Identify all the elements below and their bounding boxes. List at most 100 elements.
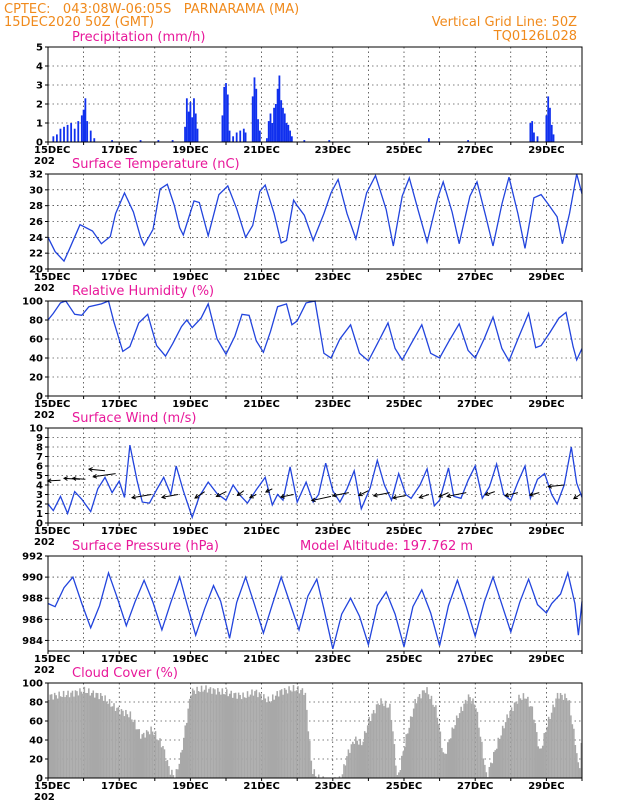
cloud-bar [577, 762, 580, 778]
cloud-bar [562, 699, 565, 778]
cloud-bar [177, 769, 179, 778]
cloud-bar [435, 705, 437, 778]
cloud-bar [579, 768, 581, 778]
wind-vector [131, 494, 152, 500]
x-tick-label: 21DEC [243, 526, 279, 537]
humidity-panel: 0 20 40 60 80 100 15DEC 17DEC 19DEC 21DEC 23DEC 25D… [22, 284, 583, 421]
precip-bar [56, 134, 58, 142]
wind-vector-shaft [47, 479, 61, 482]
wind-title: Surface Wind (m/s) [72, 411, 196, 426]
cloud-bar [99, 693, 102, 778]
cloud-bar [194, 693, 197, 778]
cloud-bar [476, 711, 479, 778]
wind-vector [236, 490, 245, 497]
cloud-bar [242, 692, 244, 778]
y-tick-label: 20 [29, 755, 43, 766]
wind-vector-head [92, 474, 98, 479]
cloud-bar [426, 687, 428, 778]
cloud-bar [80, 691, 83, 778]
cloud-bar [501, 725, 504, 778]
cloud-bar [405, 734, 408, 778]
precip-bar [194, 113, 197, 142]
cloud-bar [123, 716, 126, 778]
cloud-bar [503, 728, 505, 778]
cloud-bar [549, 718, 551, 778]
x-tick-label: 19DEC [172, 272, 208, 283]
cloud-bar [160, 747, 163, 778]
cloud-bar [82, 693, 84, 778]
cloud-bar [315, 776, 317, 778]
cloud-bar [212, 688, 215, 778]
y-tick-label: 3 [36, 81, 43, 92]
cloud-bar [273, 699, 275, 778]
cloud-bar [309, 741, 311, 778]
cloud-bar [199, 692, 201, 778]
precip-bar [184, 126, 186, 142]
cloud-bar [172, 775, 175, 778]
cloud-bar [274, 695, 277, 778]
cloud-bar [297, 686, 299, 778]
y-tick-label: 5 [36, 43, 43, 54]
cloud-bar [226, 689, 228, 778]
cloud-bar [279, 690, 281, 778]
cloud-bar [215, 694, 218, 778]
cloud-bar [310, 760, 313, 778]
humidity-series-line [47, 300, 583, 363]
y-tick-label: 990 [22, 573, 43, 584]
wind-vector-head [504, 492, 510, 498]
precip-bar [549, 107, 551, 142]
precip-bar [280, 100, 283, 142]
y-tick-label: 28 [29, 201, 43, 212]
y-tick-label: 26 [29, 217, 43, 228]
cloud-bar [162, 746, 164, 778]
cloud-bar [286, 693, 289, 778]
wind-vector-head [446, 493, 452, 499]
cloud-bar [86, 693, 89, 778]
cloud-bar [374, 713, 376, 778]
wind-vector [215, 491, 227, 498]
pressure-title: Surface Pressure (hPa) [72, 539, 219, 554]
x-tick-label: 19DEC [172, 399, 208, 410]
x-tick-label: 29DEC [528, 526, 564, 537]
cloud-bar [349, 752, 351, 778]
cloud-bar [187, 708, 189, 778]
x-tick-label: 27DEC [457, 526, 493, 537]
precip-bar [282, 107, 284, 142]
pressure-panel: 984 986 988 990 992 15DEC 17DEC 19DEC 21DEC 23DEC… [22, 539, 583, 676]
wind-vector-shaft [216, 491, 227, 497]
cloud-bar [135, 729, 138, 778]
cloud-bar [178, 763, 181, 778]
cloud-bar [193, 690, 195, 778]
cloud-bar [254, 691, 256, 778]
x-year-label: 202 [34, 665, 55, 676]
cloud-bar [470, 703, 473, 778]
x-year-label: 202 [34, 537, 55, 548]
cloud-bar [547, 716, 550, 778]
cloud-bar [269, 702, 271, 778]
y-tick-label: 3 [36, 490, 43, 501]
precip-bar [267, 121, 270, 142]
precip-bar [251, 96, 254, 142]
cloud-bar [360, 745, 363, 778]
precip-bar [328, 140, 331, 142]
cloud-bar [504, 722, 507, 778]
precip-title: Precipitation (mm/h) [72, 30, 205, 45]
cloud-bar [544, 732, 547, 778]
x-tick-label: 21DEC [243, 781, 279, 792]
cloud-bar [418, 694, 421, 778]
header-grid-line: Vertical Grid Line: 50Z [432, 15, 577, 30]
cloud-bar [251, 689, 253, 778]
wind-vector [279, 494, 294, 499]
precip-bar [239, 130, 242, 142]
cloud-bar [218, 691, 221, 778]
cloud-bar [567, 700, 569, 778]
cloud-bar [398, 772, 400, 778]
wind-vector-shaft [373, 492, 390, 497]
cloud-bar [488, 766, 491, 778]
cloud-bar [363, 731, 366, 778]
cloud-bar [531, 706, 534, 778]
cloud-bar [288, 686, 290, 778]
cloud-bar [436, 717, 439, 778]
cloud-bar [214, 689, 216, 778]
cloud-bar [292, 685, 295, 778]
